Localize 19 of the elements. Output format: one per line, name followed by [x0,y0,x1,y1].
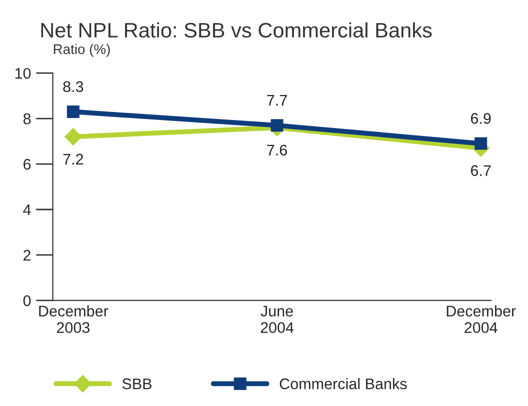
y-tick-label: 4 [23,204,31,216]
chart-title: Net NPL Ratio: SBB vs Commercial Banks [41,22,432,38]
data-label: 6.9 [471,113,491,124]
y-axis-title: Ratio (%) [54,44,110,57]
y-tick-label: 10 [15,68,31,79]
data-label: 7.2 [63,154,84,164]
y-tick-label: 0 [23,295,31,306]
y-tick-label: 2 [24,250,31,261]
x-tick-label: June 2004 [260,306,294,333]
y-tick-label: 8 [23,113,31,124]
data-label: 7.6 [267,144,287,156]
data-label: 6.7 [471,165,491,176]
y-tick-label: 6 [24,158,31,170]
data-label: 8.3 [63,81,84,92]
x-tick-label: December 2004 [446,305,516,333]
legend-label: Commercial Banks [280,378,407,390]
legend-label: SBB [122,378,152,390]
x-tick-label: December 2003 [39,305,108,333]
data-label: 7.7 [267,95,287,106]
